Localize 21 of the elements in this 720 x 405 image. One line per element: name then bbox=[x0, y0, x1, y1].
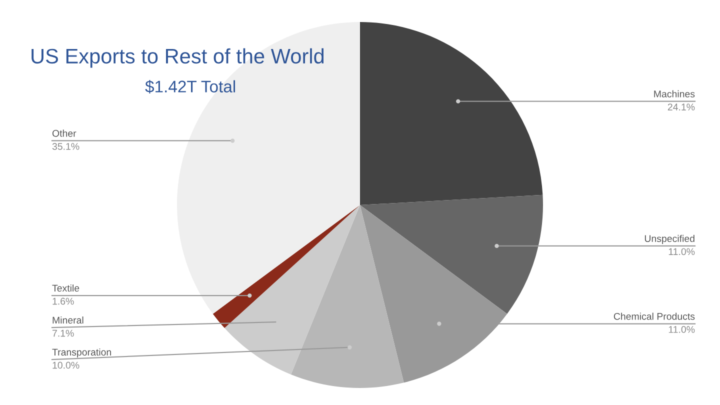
data-label: 1.6% bbox=[52, 298, 74, 305]
slice-label: Machines bbox=[654, 90, 695, 98]
text: $1.42T Total bbox=[145, 80, 236, 94]
slice-label: Transporation bbox=[52, 348, 111, 358]
text: US Exports to Rest of the World bbox=[32, 48, 324, 68]
pie-slice bbox=[360, 22, 543, 205]
pie-slice bbox=[212, 205, 360, 328]
pie-slice bbox=[360, 194, 543, 314]
slice-label: Chemical Products bbox=[614, 312, 695, 320]
data-label: 11.0% bbox=[668, 326, 695, 333]
data-label: 11.0% bbox=[668, 248, 695, 256]
data-label: 10.0% bbox=[52, 362, 80, 369]
slice-label: Textile bbox=[52, 284, 80, 292]
slice-label: Unspecified bbox=[644, 234, 694, 244]
pie-slice bbox=[290, 205, 404, 388]
data-label: 7.1% bbox=[52, 330, 74, 337]
pie-slice bbox=[224, 205, 360, 374]
slice-label: Mineral bbox=[52, 316, 84, 324]
data-label: 35.1% bbox=[52, 142, 80, 150]
slice-label: Other bbox=[52, 130, 76, 137]
data-label: 24.1% bbox=[668, 104, 695, 110]
